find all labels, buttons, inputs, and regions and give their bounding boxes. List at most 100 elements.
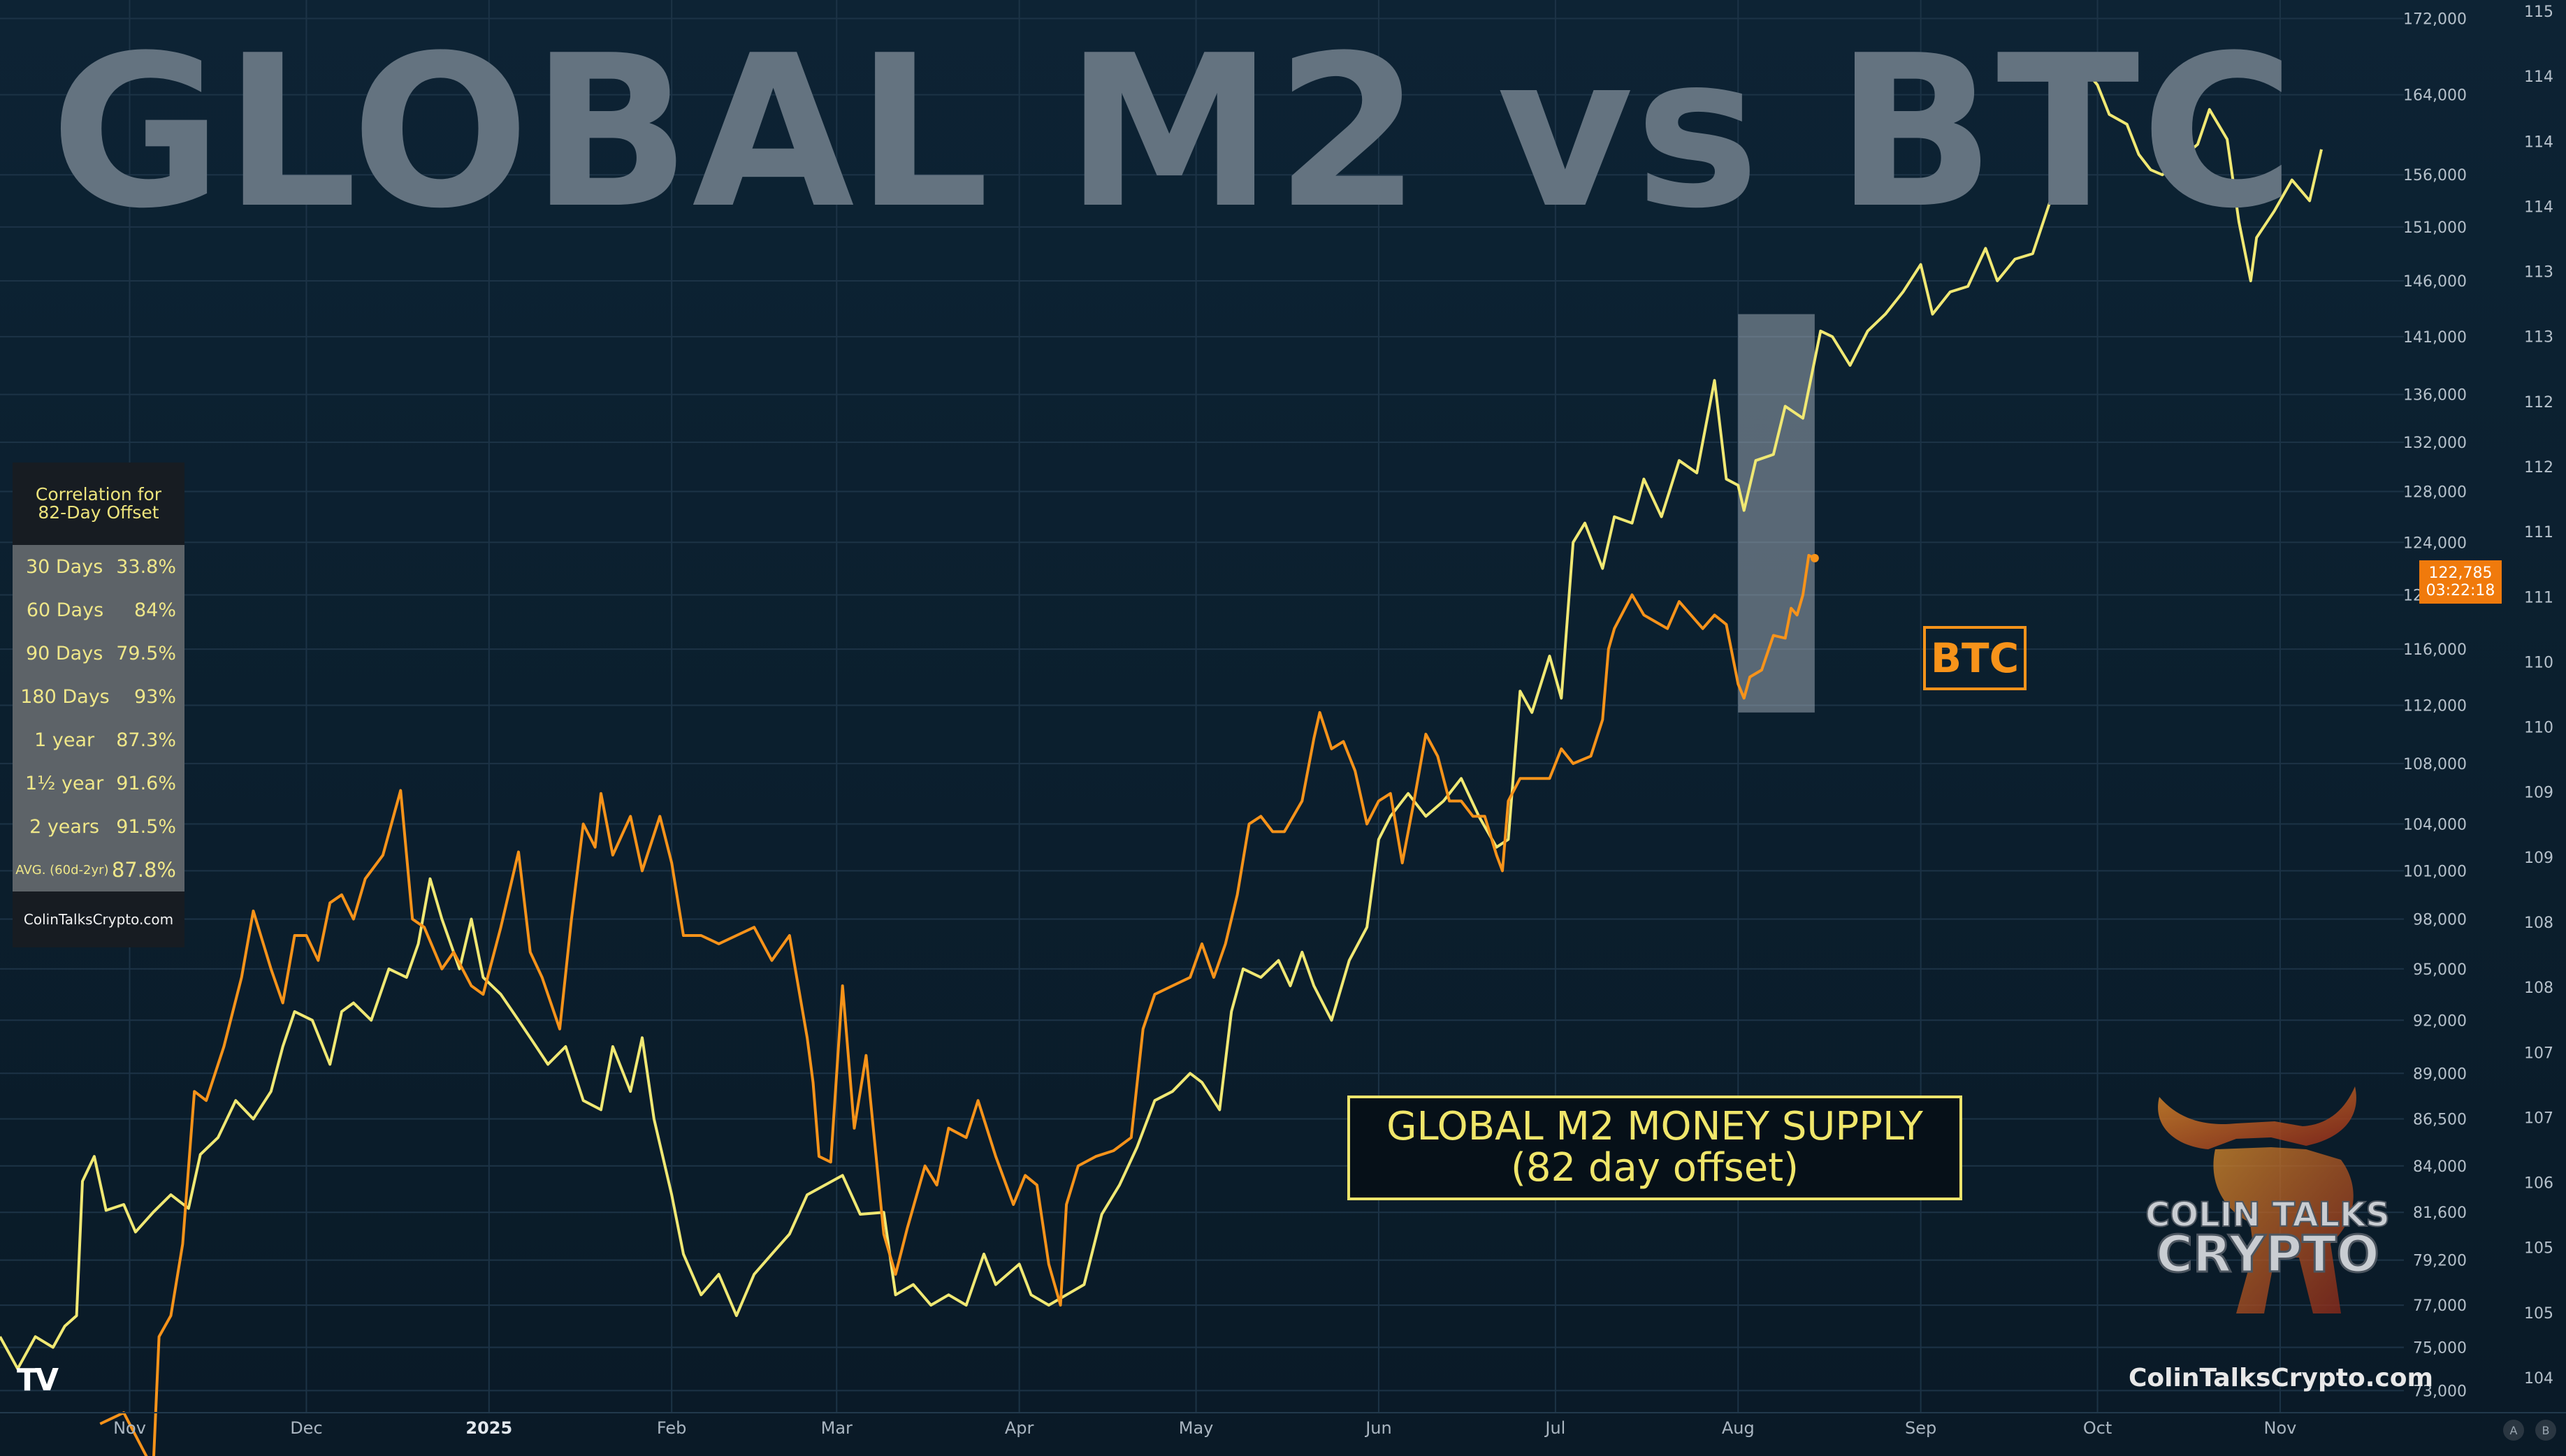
y-tick-label: 164,000 bbox=[2403, 87, 2467, 105]
y-tick-label: 124,000 bbox=[2403, 534, 2467, 552]
y-tick-label: 104,000 bbox=[2403, 816, 2467, 833]
correlation-row-label: 2 years bbox=[29, 815, 100, 838]
correlation-header: Correlation for 82-Day Offset bbox=[13, 463, 184, 545]
y-tick-label: 172,000 bbox=[2403, 10, 2467, 28]
y-tick-label: 79,200 bbox=[2413, 1253, 2467, 1270]
x-tick-label: Apr bbox=[1005, 1418, 1034, 1438]
correlation-footer: ColinTalksCrypto.com bbox=[13, 891, 184, 947]
y-right-tick-label: 108 bbox=[2524, 915, 2553, 932]
y-tick-label: 95,000 bbox=[2413, 961, 2467, 979]
x-tick-label: Jun bbox=[1364, 1418, 1392, 1438]
y-tick-label: 84,000 bbox=[2413, 1158, 2467, 1176]
x-tick-label: Dec bbox=[290, 1418, 322, 1438]
correlation-row-2y: 2 years 91.5% bbox=[13, 805, 184, 848]
y-tick-label: 92,000 bbox=[2413, 1012, 2467, 1030]
y-right-tick-label: 107 bbox=[2524, 1109, 2553, 1127]
correlation-row-label: 1 year bbox=[34, 729, 95, 751]
page-title: GLOBAL M2 vs BTC bbox=[50, 10, 2296, 254]
y-tick-label: 81,600 bbox=[2413, 1204, 2467, 1222]
correlation-table: Correlation for 82-Day Offset 30 Days 33… bbox=[13, 463, 184, 947]
correlation-row-180d: 180 Days 93% bbox=[13, 675, 184, 718]
correlation-row-value: 87.8% bbox=[111, 858, 176, 882]
correlation-header-line1: Correlation for bbox=[35, 483, 162, 504]
m2-label-line2: (82 day offset) bbox=[1511, 1145, 1799, 1191]
correlation-row-label: AVG. (60d-2yr) bbox=[15, 862, 109, 878]
last-price-tag: 122,785 03:22:18 bbox=[2419, 560, 2502, 604]
y-tick-label: 108,000 bbox=[2403, 756, 2467, 773]
correlation-row-value: 79.5% bbox=[116, 642, 176, 664]
correlation-row-label: 90 Days bbox=[25, 642, 103, 664]
y-right-tick-label: 114 bbox=[2524, 68, 2553, 86]
grid-lines bbox=[0, 0, 2404, 1413]
highlight-band bbox=[1738, 314, 1815, 713]
y-tick-label: 141,000 bbox=[2403, 329, 2467, 347]
correlation-row-label: 60 Days bbox=[26, 599, 104, 621]
y-right-tick-label: 110 bbox=[2524, 720, 2553, 737]
y-right-tick-label: 105 bbox=[2524, 1305, 2553, 1323]
m2-label-line1: GLOBAL M2 MONEY SUPPLY bbox=[1386, 1104, 1923, 1150]
logo-text-line2: CRYPTO bbox=[2156, 1225, 2379, 1283]
y-tick-label: 98,000 bbox=[2413, 912, 2467, 929]
y-right-tick-label: 105 bbox=[2524, 1240, 2553, 1258]
correlation-row-value: 93% bbox=[133, 685, 176, 708]
correlation-row-1y: 1 year 87.3% bbox=[13, 718, 184, 762]
y-tick-label: 146,000 bbox=[2403, 273, 2467, 291]
y-tick-label: 75,000 bbox=[2413, 1339, 2467, 1357]
y-right-tick-label: 106 bbox=[2524, 1175, 2553, 1193]
y-right-tick-label: 109 bbox=[2524, 850, 2553, 867]
y-tick-label: 89,000 bbox=[2413, 1065, 2467, 1083]
y-right-tick-label: 115 bbox=[2524, 3, 2553, 21]
correlation-row-label: 180 Days bbox=[20, 685, 110, 708]
series-layer bbox=[0, 59, 2323, 1456]
last-price-value: 122,785 bbox=[2428, 564, 2493, 582]
y-right-tick-label: 114 bbox=[2524, 133, 2553, 151]
y-right-tick-label: 113 bbox=[2524, 329, 2553, 347]
correlation-row-label: 30 Days bbox=[25, 555, 103, 578]
y-tick-label: 136,000 bbox=[2403, 387, 2467, 405]
bull-logo-icon: COLIN TALKS CRYPTO bbox=[2145, 1086, 2391, 1313]
x-tick-label: May bbox=[1179, 1418, 1214, 1438]
correlation-row-label: 1½ year bbox=[25, 772, 104, 794]
x-tick-label: Nov bbox=[113, 1418, 146, 1438]
x-tick-label: Aug bbox=[1722, 1418, 1755, 1438]
correlation-row-value: 84% bbox=[133, 599, 176, 621]
x-tick-label: Mar bbox=[821, 1418, 853, 1438]
correlation-row-30d: 30 Days 33.8% bbox=[13, 545, 184, 588]
m2-line bbox=[0, 59, 2323, 1371]
y-right-tick-label: 111 bbox=[2524, 524, 2553, 541]
correlation-row-value: 91.5% bbox=[116, 815, 176, 838]
correlation-row-average: AVG. (60d-2yr) 87.8% bbox=[13, 848, 184, 891]
bar-countdown: 03:22:18 bbox=[2426, 582, 2495, 599]
y-right-tick-label: 104 bbox=[2524, 1370, 2553, 1388]
y-tick-label: 77,000 bbox=[2413, 1297, 2467, 1315]
m2-series-label: GLOBAL M2 MONEY SUPPLY (82 day offset) bbox=[1347, 1095, 1962, 1200]
badge-b[interactable]: B bbox=[2535, 1420, 2556, 1441]
y-tick-label: 156,000 bbox=[2403, 167, 2467, 184]
y-tick-label: 151,000 bbox=[2403, 219, 2467, 237]
x-tick-label: Oct bbox=[2083, 1418, 2112, 1438]
btc-last-point bbox=[1810, 553, 1819, 562]
y-right-tick-label: 113 bbox=[2524, 264, 2553, 282]
correlation-header-line2: 82-Day Offset bbox=[38, 502, 159, 523]
correlation-row-value: 87.3% bbox=[116, 729, 176, 751]
x-tick-label: Nov bbox=[2264, 1418, 2297, 1438]
brand-website: ColinTalksCrypto.com bbox=[2129, 1364, 2433, 1392]
y-right-tick-label: 112 bbox=[2524, 459, 2553, 476]
tradingview-logo[interactable]: TV bbox=[17, 1362, 59, 1398]
correlation-rows: 30 Days 33.8% 60 Days 84% 90 Days 79.5% … bbox=[13, 545, 184, 891]
x-tick-label: Sep bbox=[1905, 1418, 1936, 1438]
badge-a[interactable]: A bbox=[2503, 1420, 2524, 1441]
y-tick-label: 128,000 bbox=[2403, 484, 2467, 502]
y-right-tick-label: 110 bbox=[2524, 654, 2553, 671]
y-right-tick-label: 112 bbox=[2524, 394, 2553, 412]
logo-text-line1: COLIN TALKS bbox=[2145, 1195, 2390, 1235]
y-tick-label: 101,000 bbox=[2403, 863, 2467, 880]
x-tick-label: Feb bbox=[657, 1418, 687, 1438]
y-right-tick-label: 111 bbox=[2524, 589, 2553, 606]
y-tick-label: 112,000 bbox=[2403, 698, 2467, 715]
correlation-row-1-5y: 1½ year 91.6% bbox=[13, 762, 184, 805]
btc-series-label: BTC bbox=[1923, 626, 2027, 690]
correlation-row-value: 91.6% bbox=[116, 772, 176, 794]
btc-line bbox=[99, 553, 1815, 1456]
correlation-row-90d: 90 Days 79.5% bbox=[13, 632, 184, 675]
